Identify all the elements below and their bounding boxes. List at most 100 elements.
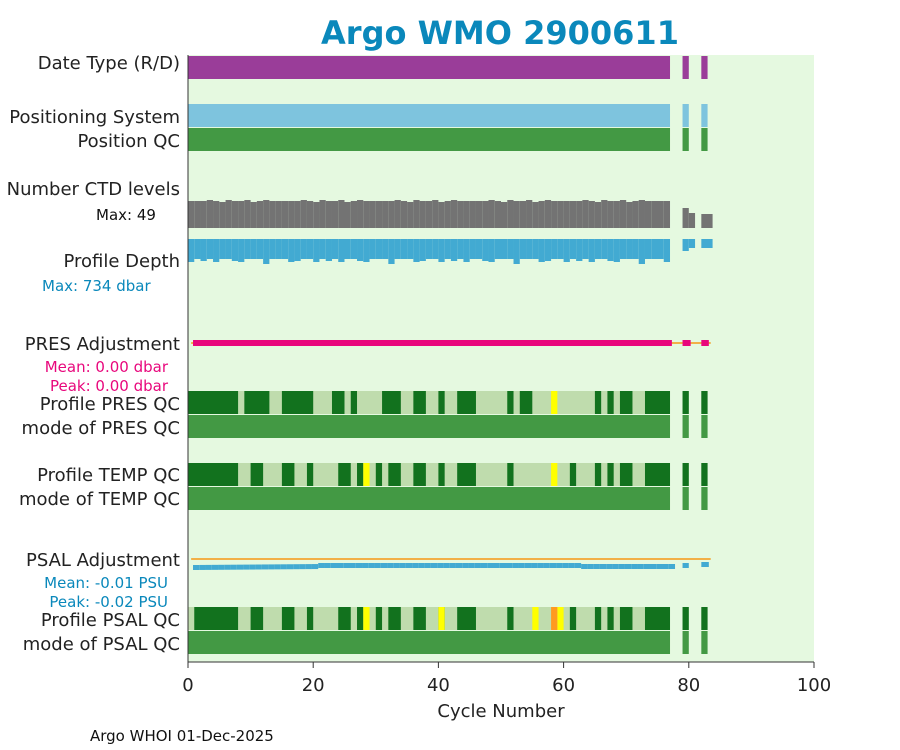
levels-bar-10	[250, 202, 257, 228]
psal-adj-bar-43	[462, 563, 469, 568]
depth-bar-39	[432, 239, 439, 259]
depth-bar-1	[194, 239, 201, 259]
mode-temp-qc-bar-2	[701, 487, 708, 510]
psal-adj-bar-64	[593, 564, 600, 569]
psal-adj-bar-38	[430, 563, 438, 568]
depth-bar-71	[632, 239, 639, 259]
label-profile-psal-qc: Profile PSAL QC	[41, 610, 180, 631]
psal-adj-bar-14	[280, 564, 287, 570]
depth-bar-52	[513, 239, 520, 264]
depth-bar-43	[457, 239, 464, 259]
psal-adj-bar-42	[455, 563, 463, 568]
levels-bar-15	[281, 201, 289, 228]
depth-bar-7	[231, 239, 239, 261]
psal-adj-bar-20	[318, 563, 325, 568]
mode-pres-qc-bar-0	[188, 415, 671, 438]
depth-bar-62	[576, 239, 583, 261]
depth-bar-37	[419, 239, 426, 261]
pres-adj-bar-c82	[701, 340, 709, 346]
levels-bar-29	[369, 201, 376, 228]
levels-bar-c79	[682, 208, 689, 228]
psal-adj-bar-13	[274, 564, 281, 570]
profile-pres-qc-yellow-0	[551, 391, 558, 414]
depth-bar-16	[288, 239, 295, 262]
depth-bar-26	[350, 239, 358, 259]
depth-bar-51	[507, 239, 514, 259]
psal-adj-bar-26	[355, 563, 363, 568]
psal-adj-bar-22	[330, 563, 337, 568]
levels-bar-73	[644, 201, 652, 228]
depth-bar-66	[601, 239, 608, 259]
psal-adj-bar-c82	[701, 562, 709, 567]
profile-psal-qc-dark-2	[281, 607, 295, 630]
depth-bar-29	[369, 239, 376, 259]
depth-bar-46	[475, 239, 483, 259]
profile-temp-qc-dark-16	[644, 463, 671, 486]
levels-bar-74	[651, 201, 658, 228]
levels-bar-56	[538, 201, 545, 228]
depth-bar-5	[219, 239, 226, 259]
levels-bar-60	[563, 201, 570, 228]
psal-adj-bar-34	[405, 563, 413, 568]
psal-adj-bar-75	[662, 564, 669, 569]
depth-bar-15	[281, 239, 289, 259]
pres-adj-bar-c79	[682, 340, 691, 346]
depth-bar-24	[338, 239, 345, 262]
levels-bar-67	[607, 201, 614, 228]
label-mode-pres-qc: mode of PRES QC	[22, 418, 180, 439]
psal-adj-bar-30	[380, 563, 388, 568]
profile-psal-qc-dark-0	[194, 607, 239, 630]
psal-adj-bar-27	[362, 563, 369, 568]
depth-bar-68	[613, 239, 620, 262]
label-positioning-system: Positioning System	[9, 107, 180, 128]
psal-adj-bar-17	[299, 564, 306, 570]
x-tick-label-100: 100	[797, 675, 831, 696]
levels-bar-62	[576, 201, 583, 228]
profile-pres-qc-dark-8	[457, 391, 476, 414]
depth-bar-6	[225, 239, 232, 259]
profile-psal-qc-dark-5	[357, 607, 364, 630]
levels-bar-c82	[701, 214, 713, 228]
profile-psal-qc-dark-4	[338, 607, 351, 630]
depth-bar-55	[532, 239, 539, 259]
profile-temp-qc-dark-13	[594, 463, 602, 486]
depth-bar-4	[213, 239, 220, 262]
psal-adj-bar-66	[606, 564, 613, 569]
levels-bar-2	[200, 201, 207, 228]
profile-temp-qc-dark-3	[306, 463, 314, 486]
depth-bar-32	[388, 239, 395, 264]
depth-bar-30	[375, 239, 383, 259]
profile-temp-qc-dark-0	[188, 463, 239, 486]
profile-psal-qc-dark-7	[388, 607, 401, 630]
levels-bar-68	[613, 201, 620, 228]
psal-adj-bar-1	[199, 564, 206, 570]
positioning-bar-2	[701, 104, 708, 127]
psal-adj-bar-5	[224, 564, 231, 570]
profile-pres-qc-dark-5	[382, 391, 401, 414]
profile-temp-qc-dark-5	[357, 463, 364, 486]
psal-adj-bar-50	[506, 563, 513, 568]
levels-bar-32	[388, 201, 395, 228]
profile-temp-qc-dark-12	[569, 463, 577, 486]
depth-bar-25	[344, 239, 351, 259]
date-type-bar-0	[188, 56, 671, 79]
psal-adj-bar-49	[499, 563, 507, 568]
depth-bar-12	[263, 239, 270, 264]
depth-bar-2	[200, 239, 207, 261]
mode-psal-qc-bar-1	[682, 631, 689, 654]
profile-psal-qc-yellow-1	[438, 607, 445, 630]
label-psal-peak: Peak: -0.02 PSU	[49, 593, 168, 611]
label-profile-depth: Profile Depth	[63, 251, 180, 272]
levels-bar-47	[482, 201, 489, 228]
depth-bar-19	[306, 239, 314, 259]
position-qc-bar-0	[188, 128, 671, 151]
levels-bar-18	[300, 200, 307, 228]
depth-bar-75	[657, 239, 664, 259]
psal-adj-bar-16	[293, 564, 300, 570]
psal-adj-bar-63	[587, 564, 594, 569]
depth-bar-61	[569, 239, 577, 259]
psal-adj-bar-6	[230, 564, 237, 570]
depth-bar-56	[538, 239, 545, 262]
levels-bar-72	[638, 200, 645, 228]
levels-bar-53	[519, 201, 527, 228]
